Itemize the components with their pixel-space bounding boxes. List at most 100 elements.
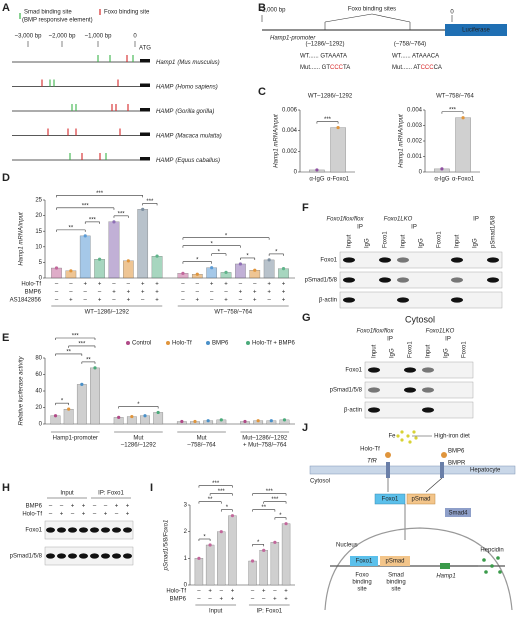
label: – — [197, 589, 201, 595]
iron — [400, 438, 404, 442]
label: AS1842856 — [10, 298, 42, 304]
label: *** — [118, 211, 126, 217]
label: – — [181, 290, 185, 296]
blot-band — [57, 553, 66, 559]
label: 20 — [35, 213, 42, 219]
label: – — [69, 290, 73, 296]
label: α-Foxo1 — [452, 177, 475, 183]
label: Holo-Tf + BMP6 — [252, 341, 296, 347]
label: Foxo1 — [462, 341, 468, 358]
label: Foxo1 — [437, 231, 443, 248]
blot-band — [451, 257, 463, 263]
label: pSmad1/5/8 — [305, 278, 338, 284]
label: – — [115, 512, 119, 518]
blot-band — [451, 277, 463, 283]
blot-band — [79, 527, 88, 533]
bar — [235, 263, 246, 279]
hepcidin-dot — [498, 570, 502, 574]
data-point — [282, 418, 287, 422]
blot-band — [46, 527, 55, 533]
label: + — [196, 298, 200, 304]
label: IP — [473, 217, 479, 223]
label: ** — [69, 225, 74, 231]
data-point — [461, 116, 465, 120]
blot-band — [90, 527, 99, 533]
label: + — [98, 298, 102, 304]
label: *** — [266, 489, 274, 495]
label: B — [258, 2, 266, 14]
label: G — [302, 312, 311, 324]
label: + — [112, 290, 116, 296]
blot-band — [343, 257, 355, 263]
label: Input — [209, 609, 223, 615]
label: + — [127, 290, 131, 296]
label: – — [69, 282, 73, 288]
species: (Equus caballus) — [175, 158, 220, 164]
blot-band — [379, 257, 391, 263]
shape — [364, 381, 474, 399]
label: F — [302, 202, 309, 214]
blot-band — [343, 297, 355, 303]
label: – — [251, 589, 255, 595]
label: site — [357, 587, 367, 593]
mutant-seq: Mut...... ATCCCCA — [392, 65, 442, 71]
label: + — [284, 597, 288, 603]
label: WT–1286/–1292 — [308, 94, 353, 100]
label: Input — [347, 234, 353, 248]
data-point — [180, 419, 184, 424]
bar — [108, 221, 120, 279]
label: WT...... ATAAACA — [392, 54, 439, 60]
blot-band — [343, 277, 355, 283]
label: Foxo1 — [320, 258, 337, 264]
bar — [228, 515, 237, 586]
label: + — [127, 298, 131, 304]
label: (–1286/–1292) — [305, 42, 344, 48]
label: + — [267, 290, 271, 296]
shape — [140, 108, 150, 112]
shape — [350, 556, 378, 566]
blot-band — [79, 553, 88, 559]
label: + — [69, 298, 73, 304]
label: 0 — [450, 10, 454, 16]
label: Control — [132, 341, 151, 347]
label: α-IgG — [309, 177, 324, 183]
label: – — [71, 512, 75, 518]
label: – — [60, 504, 64, 510]
bar — [79, 235, 91, 279]
label: + — [224, 282, 228, 288]
seq-part: Mut...... AT — [392, 65, 421, 71]
blot-band — [397, 257, 409, 263]
shape — [364, 401, 474, 419]
label: + — [231, 589, 235, 595]
label: Foxo1 — [345, 368, 362, 374]
label: Foxo1 — [25, 528, 42, 534]
legend-dot — [126, 341, 130, 345]
label: BMP6 — [25, 290, 42, 296]
label: Holo-Tf — [21, 282, 41, 288]
label: Input — [426, 344, 432, 358]
seq-part: TA — [343, 65, 350, 71]
label: * — [246, 254, 249, 260]
legend-dot — [166, 341, 170, 345]
iron — [406, 434, 410, 438]
label: + — [141, 290, 145, 296]
seq-part: CCC — [421, 65, 435, 71]
data-point — [238, 262, 243, 266]
data-point — [130, 414, 134, 419]
shape — [445, 24, 507, 36]
label: –758/–764 — [187, 443, 216, 449]
label: 0 — [133, 34, 137, 40]
label: – — [220, 589, 224, 595]
label: C — [258, 86, 266, 98]
label: – — [55, 290, 59, 296]
label: Foxo1LKO — [426, 329, 455, 335]
gene-name: HAMP — [156, 109, 173, 115]
shape — [440, 462, 444, 478]
label: β-actin — [319, 298, 337, 304]
label: – — [239, 282, 243, 288]
shape — [140, 157, 150, 161]
label: BMP6 — [26, 504, 43, 510]
gene-name: HAMP — [156, 133, 173, 139]
blot-band — [368, 367, 380, 373]
data-point — [315, 168, 319, 172]
